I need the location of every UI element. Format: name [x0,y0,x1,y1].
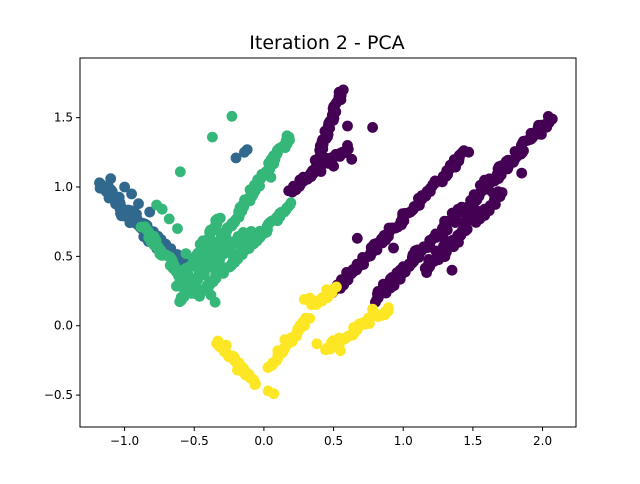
series-0 [283,84,558,308]
data-point [342,120,353,132]
x-tick-label: 2.0 [533,434,552,448]
data-point [311,338,323,350]
y-tick-label: 1.5 [54,111,73,125]
data-point [446,264,458,276]
data-point [328,160,339,172]
y-tick-label: 1.0 [54,180,73,194]
data-point [94,177,105,189]
chart-title: Iteration 2 - PCA [249,32,404,54]
y-tick-label: 0.5 [54,249,73,263]
x-tick-label: −0.5 [180,434,209,448]
data-point [367,122,378,133]
data-point [331,281,342,293]
x-tick-label: 0.5 [324,434,343,448]
data-point [241,144,253,156]
data-point [207,131,218,143]
data-point [156,203,168,215]
data-point [546,113,558,125]
data-point [321,284,332,296]
data-point [226,110,238,122]
data-point [245,226,257,237]
data-point [279,334,291,345]
data-point [144,206,156,218]
data-point [283,131,295,143]
data-point [304,292,316,304]
data-point [179,267,190,279]
points-layer [94,84,558,400]
data-point [496,187,508,198]
data-point [383,302,394,313]
data-point [172,223,183,235]
data-point [214,212,226,224]
data-point [244,184,256,196]
series-2 [135,110,297,308]
data-point [430,245,442,257]
data-point [205,289,217,301]
data-point [265,171,277,183]
data-point [516,167,528,179]
y-tick-label: 0.0 [54,319,73,333]
data-point [212,335,224,347]
data-point [346,153,358,165]
y-tick-label: −0.5 [44,388,73,402]
data-point [105,173,117,185]
data-point [180,248,192,259]
x-tick-label: 1.5 [463,434,482,448]
data-point [232,364,243,376]
x-tick-label: 0.0 [254,434,273,448]
data-point [335,345,346,357]
data-point [342,140,353,151]
data-point [268,388,280,400]
series-3 [211,281,394,400]
data-point [195,244,207,255]
data-point [388,242,399,254]
data-point [189,288,201,299]
data-point [272,345,284,357]
data-point [230,152,242,164]
data-point [463,146,475,158]
x-tick-label: −1.0 [110,434,139,448]
x-axis: −1.0 −0.5 0.0 0.5 1.0 1.5 2.0 [110,427,552,448]
data-point [285,197,297,209]
data-point [174,166,186,178]
data-point [337,84,349,96]
data-point [470,204,482,216]
data-point [351,232,363,244]
y-axis: −0.5 0.0 0.5 1.0 1.5 [44,111,80,402]
data-point [126,188,137,200]
data-point [367,303,378,315]
data-point [119,181,130,193]
data-point [163,213,175,225]
data-point [133,198,144,210]
data-point [349,327,360,339]
data-point [474,213,486,225]
plot-frame [79,57,577,428]
data-point [250,378,261,390]
data-point [304,313,316,324]
data-point [220,339,232,351]
x-tick-label: 1.0 [394,434,413,448]
data-point [290,184,302,196]
